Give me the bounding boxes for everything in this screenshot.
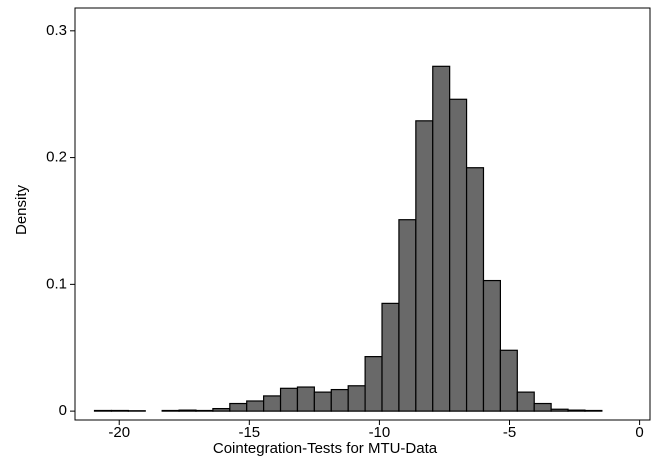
y-axis-label: Density [13,184,30,235]
bar [432,65,451,412]
x-axis-label: Cointegration-Tests for MTU-Data [213,440,438,457]
bar [567,409,586,412]
y-tick-label: 0.2 [46,149,67,166]
x-tick-label: -20 [108,424,130,441]
bar [246,400,265,412]
bar [381,302,400,412]
bar [212,407,231,412]
bar [533,402,552,412]
bar [178,409,197,412]
bar [499,349,518,412]
x-tick-label: -5 [503,424,516,441]
bar [465,167,485,412]
y-tick-label: 0 [59,402,67,419]
bar [364,356,383,412]
bar [398,219,417,412]
bar [449,98,468,412]
bar [313,391,332,412]
bar [550,408,569,412]
x-tick-label: 0 [635,424,643,441]
x-tick-label: -15 [238,424,260,441]
bar [482,279,501,412]
bar [279,387,299,412]
bar [110,409,129,412]
bar [195,409,214,412]
bar [296,386,315,412]
bar [93,409,113,412]
bar [161,409,180,412]
bar [584,409,603,412]
bar [229,402,248,412]
bar [347,385,366,412]
y-tick-label: 0.1 [46,275,67,292]
plot-frame [74,7,651,421]
y-tick-label: 0.3 [46,22,67,39]
bar [516,391,535,412]
x-tick-label: -10 [369,424,391,441]
bar [415,120,434,412]
bar [263,395,282,412]
bar [330,388,349,412]
